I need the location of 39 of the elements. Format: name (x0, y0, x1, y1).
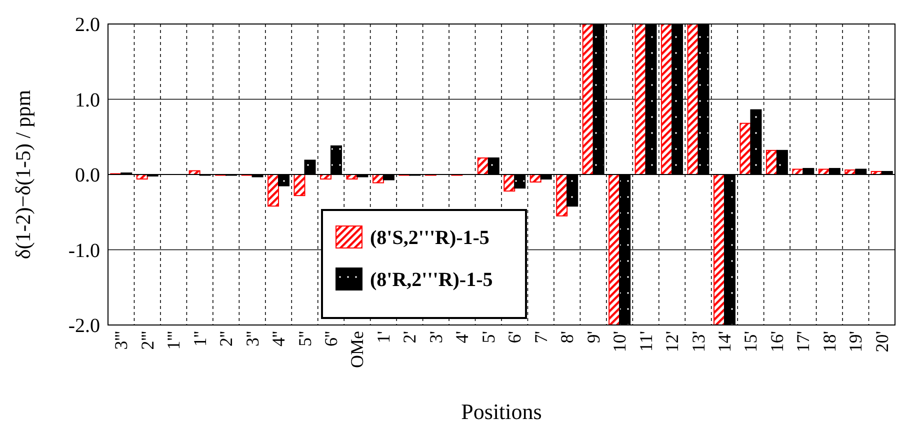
legend-label: (8'R,2'''R)-1-5 (370, 269, 493, 291)
x-tick-label: 6' (504, 331, 525, 344)
y-axis-title: δ(1-2)−δ(1-5) / ppm (11, 90, 35, 260)
x-tick-label: 16' (766, 331, 787, 352)
x-tick-label: OMe (347, 330, 368, 368)
x-tick-label: 14' (714, 331, 734, 352)
x-tick-label: 7' (530, 331, 551, 344)
x-tick-label: 8' (557, 331, 578, 344)
x-tick-label: 1' (373, 331, 394, 344)
x-tick-label: 3''' (111, 331, 132, 350)
x-tick-label: 17' (793, 331, 814, 352)
x-tick-label: 20' (872, 331, 892, 352)
x-tick-label: 3'' (242, 331, 262, 346)
y-tick-label: 0.0 (75, 164, 100, 186)
x-tick-label: 2''' (137, 331, 158, 350)
x-tick-label: 18' (819, 331, 840, 352)
x-tick-label: 19' (846, 331, 866, 352)
x-tick-label: 13' (688, 331, 708, 352)
x-tick-label: 5' (478, 331, 498, 344)
x-tick-label: 1''' (164, 331, 184, 350)
x-tick-label: 2'' (216, 331, 236, 346)
x-tick-label: 12' (662, 331, 682, 352)
x-tick-label: 6'' (320, 331, 341, 346)
y-tick-label: 2.0 (75, 14, 100, 36)
x-tick-label: 4' (452, 331, 472, 344)
x-axis-title: Positions (461, 399, 542, 424)
x-tick-label: 5'' (294, 331, 315, 346)
x-tick-label: 11' (636, 331, 656, 352)
legend-label: (8'S,2'''R)-1-5 (370, 227, 490, 249)
x-tick-label: 9' (583, 331, 604, 344)
x-tick-label: 10' (610, 331, 630, 352)
x-tick-label: 4'' (268, 331, 289, 346)
y-tick-label: 1.0 (75, 89, 100, 112)
x-tick-label: 1'' (190, 331, 210, 346)
y-tick-label: -1.0 (68, 240, 100, 262)
x-tick-label: 15' (740, 331, 761, 352)
x-tick-label: 2' (400, 331, 420, 344)
y-tick-label: -2.0 (68, 315, 100, 337)
x-tick-label: 3' (426, 331, 446, 344)
